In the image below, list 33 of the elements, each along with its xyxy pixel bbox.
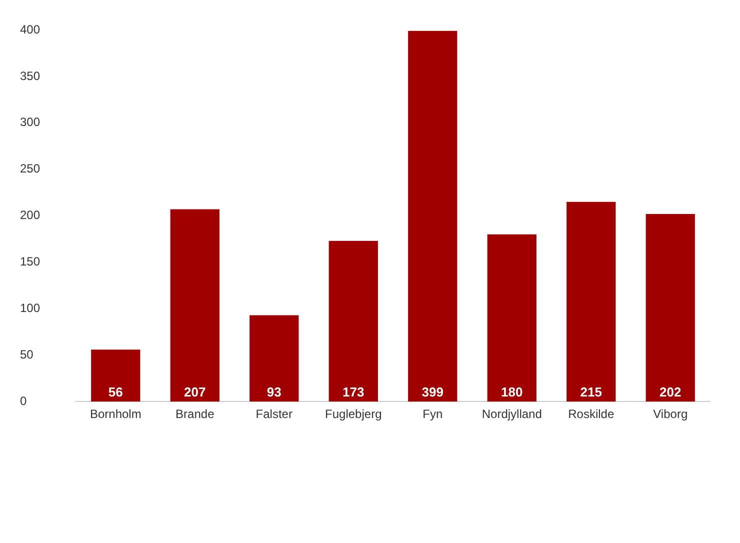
x-tick-label: Brande	[176, 407, 215, 422]
bar	[170, 209, 220, 402]
data-label: 215	[580, 384, 602, 400]
x-tick-label: Nordjylland	[482, 407, 542, 422]
y-tick-label: 150	[20, 254, 40, 269]
y-tick-label: 50	[20, 347, 34, 362]
bar	[91, 350, 140, 402]
y-tick-label: 250	[20, 162, 40, 176]
y-tick-label: 100	[20, 301, 40, 316]
bar	[646, 214, 695, 402]
data-label: 180	[501, 384, 523, 400]
y-tick-label: 200	[20, 208, 40, 222]
x-tick-label: Roskilde	[568, 407, 614, 422]
data-label: 56	[108, 384, 123, 400]
data-label: 173	[342, 384, 364, 400]
x-tick-label: Bornholm	[90, 407, 142, 422]
bar	[487, 234, 536, 402]
bar	[328, 240, 378, 402]
data-label: 207	[184, 384, 206, 400]
y-tick-label: 350	[20, 68, 40, 83]
x-tick-label: Viborg	[653, 407, 688, 422]
x-tick-label: Fuglebjerg	[325, 407, 382, 422]
y-tick-label: 0	[20, 394, 27, 408]
y-tick-label: 400	[20, 22, 40, 36]
data-label: 93	[266, 384, 282, 400]
bar	[408, 30, 458, 402]
data-label: 202	[660, 384, 682, 400]
x-tick-label: Falster	[256, 407, 292, 422]
bar	[250, 315, 299, 402]
y-tick-label: 300	[20, 115, 40, 130]
bar	[566, 202, 616, 402]
data-label: 399	[422, 384, 444, 400]
x-tick-label: Fyn	[422, 407, 443, 422]
